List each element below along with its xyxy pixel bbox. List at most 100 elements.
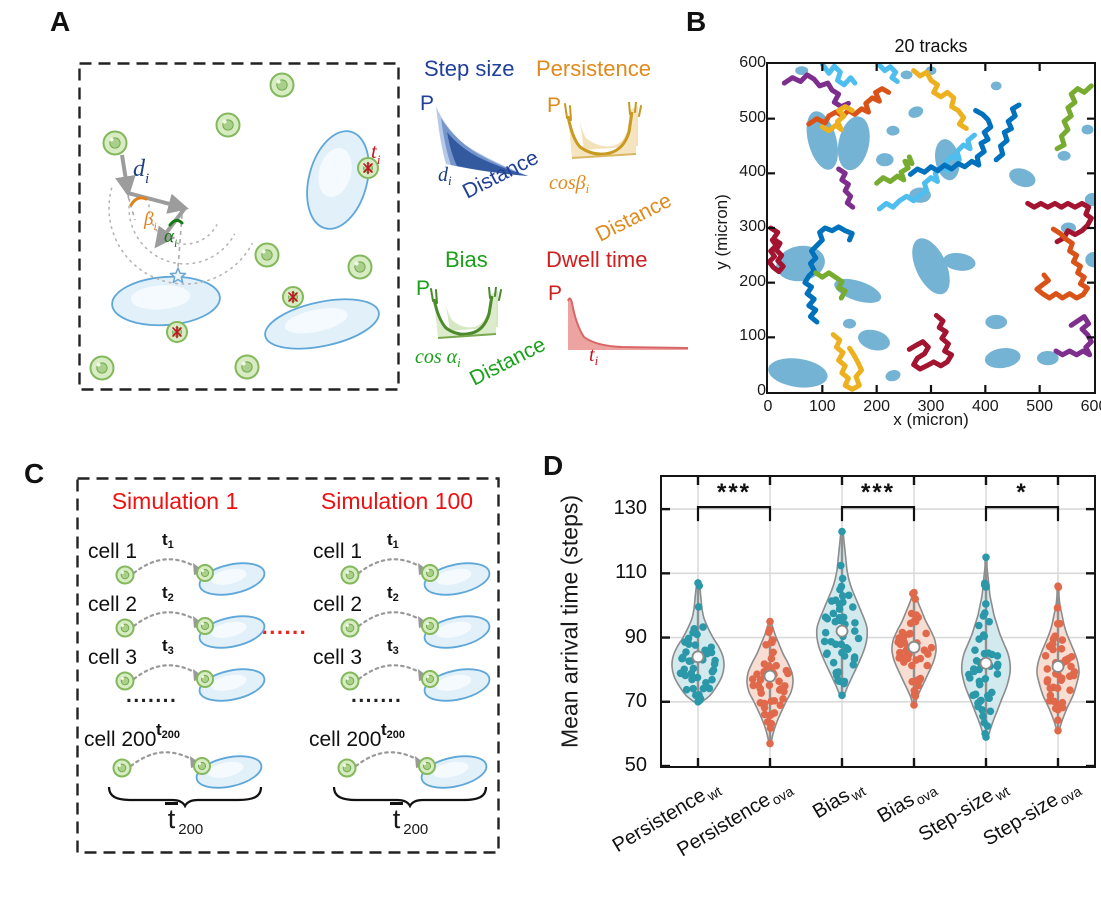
data-point-min [694,697,702,706]
x-tick-label: 0 [763,398,773,415]
y-tick-label: 70 [624,689,647,712]
data-point-max [838,527,846,536]
data-point [971,646,979,654]
data-point [906,629,915,638]
cell-highlight [120,570,124,574]
arrival-time-t1: t1 [162,530,174,551]
data-point [977,696,985,705]
data-point [1046,697,1054,705]
data-point [1058,636,1067,644]
tissue-blob [1057,150,1071,161]
y-tick-label: 300 [739,218,766,235]
y-tick-label: 600 [739,54,766,71]
receptor-icon [172,325,182,339]
direction-arc [108,187,253,285]
data-point [985,694,993,703]
data-point [1054,700,1062,709]
y-tick-label: 400 [739,163,766,181]
data-point [993,662,1002,671]
cell-track [781,72,851,110]
data-point [1043,665,1052,673]
panel-c-label: C [24,458,45,489]
dotted-path [357,558,423,575]
data-point [922,629,930,638]
arrival-time-t200: t200 [156,720,181,741]
data-point [838,648,846,657]
data-point [708,675,716,684]
panel-a-label: A [50,6,71,37]
cell-track [874,154,915,186]
underbrace [107,786,263,808]
cell-migration-graphic [340,558,491,596]
data-point [838,574,847,583]
target-star-icon [169,267,187,284]
cell-highlight [261,249,266,254]
x-tick-label: 400 [971,398,999,415]
cell-track [993,102,1022,163]
data-point [1058,674,1066,682]
step-arrow [115,154,136,198]
data-point [780,687,788,696]
tissue-blob [886,125,900,136]
data-point [702,678,710,687]
persistence-x-symbol: cosβi [549,172,590,196]
data-point [833,671,841,680]
data-point [907,609,916,618]
data-point [1049,635,1058,643]
data-point [772,661,781,670]
tissue-blob [876,153,894,167]
data-point [682,648,690,656]
step-size-title: Step size [424,56,515,81]
data-point [823,649,831,657]
cell-track [768,225,786,275]
dwell-time-distribution-icon [567,297,689,350]
data-point [910,686,919,695]
dwell-time-x-symbol: ti [589,344,599,368]
data-point-min [766,739,774,748]
data-point [776,701,785,710]
data-point [748,675,757,683]
data-point [985,617,993,626]
cell-track [836,166,856,210]
data-point-max [982,553,990,562]
simulation-100-title: Simulation 100 [320,488,474,514]
dotted-path [357,611,423,628]
data-point [982,600,990,608]
tissue-blob [885,369,901,382]
cell-migration-graphic [340,611,491,649]
tissue-blob [834,278,882,303]
data-point [831,640,840,649]
data-point [970,667,978,676]
data-point [753,670,761,679]
dashed-arena-border [78,62,400,391]
dotted-path [132,664,198,681]
tissue-blob [806,111,839,170]
data-point [975,677,984,686]
cell-highlight [201,622,205,626]
data-point [685,657,694,666]
dwell-time-title: Dwell time [546,247,648,272]
tissue-blob [795,66,809,75]
data-point [694,603,703,611]
data-point [835,613,844,622]
cell-highlight [222,119,227,124]
dotted-path [132,611,198,628]
cell-track [830,332,864,392]
data-point [927,643,936,652]
x-tick-label: 100 [808,398,836,415]
receptor-icon [288,290,298,304]
tissue-blob [768,358,828,388]
cell-track [819,64,858,88]
data-point [1067,662,1075,671]
data-point [763,718,772,726]
x-tick-label: 600 [1080,398,1101,415]
arrival-time-t200: t200 [381,720,406,741]
data-point [678,654,687,663]
data-point [983,722,992,730]
median-marker [691,650,705,664]
step-size-x-symbol: di [438,164,452,188]
cell-highlight [345,623,349,627]
median-marker [907,640,921,654]
data-point [760,660,769,668]
panel-d-label: D [543,450,564,481]
